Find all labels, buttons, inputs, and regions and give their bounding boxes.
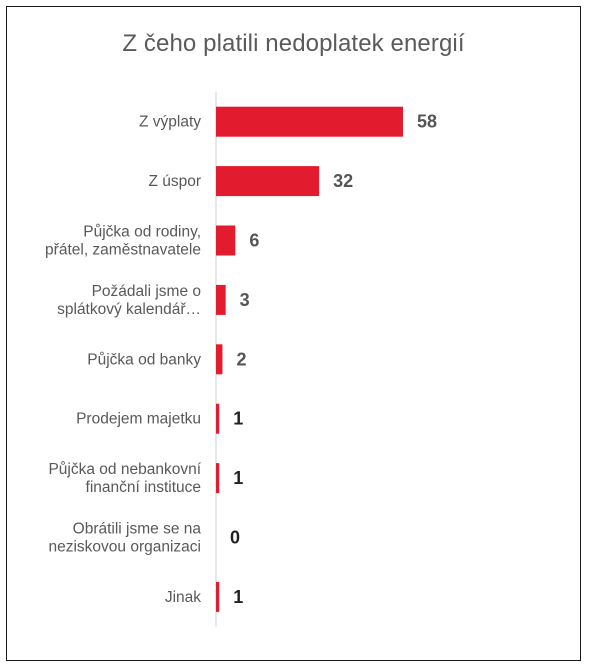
category-label: Jinak [165, 589, 201, 606]
category-label: Požádali jsme o splátkový kalendář… [57, 283, 201, 318]
category-label: Půjčka od banky [87, 351, 201, 368]
value-label: 0 [230, 528, 240, 548]
chart-title: Z čeho platili nedoplatek energií [122, 30, 465, 57]
value-label: 1 [233, 587, 243, 607]
bar [216, 463, 220, 494]
category-label: Půjčka od nebankovní finanční instituce [48, 461, 201, 496]
category-label: Prodejem majetku [76, 411, 201, 428]
bar [216, 403, 220, 434]
value-label: 58 [417, 112, 437, 132]
value-label: 6 [249, 231, 259, 251]
bar [216, 344, 223, 375]
value-label: 1 [233, 409, 243, 429]
bar [216, 166, 320, 197]
bar [216, 284, 226, 315]
bar [216, 106, 403, 137]
bar [216, 225, 236, 256]
category-label: Z výplaty [139, 114, 201, 131]
value-label: 3 [240, 290, 250, 310]
value-label: 32 [333, 171, 353, 191]
value-label: 2 [236, 349, 246, 369]
bar [216, 581, 220, 612]
category-label: Půjčka od rodiny, přátel, zaměstnavatele [45, 224, 201, 259]
category-label: Z úspor [148, 173, 201, 190]
category-label: Obrátili jsme se na neziskovou organizaci [48, 521, 201, 556]
value-label: 1 [233, 468, 243, 488]
